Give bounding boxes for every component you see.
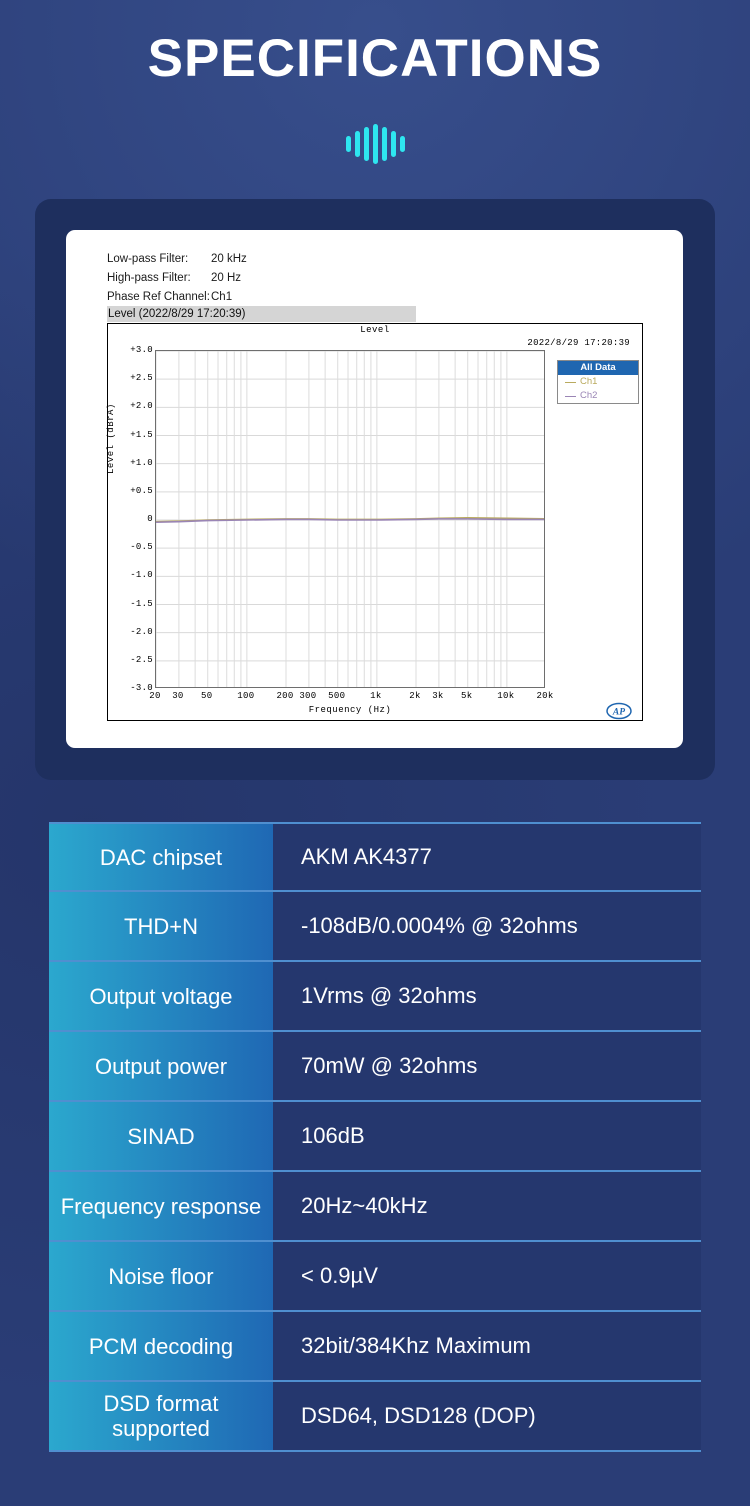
measurement-chart-card: Low-pass Filter: 20 kHz High-pass Filter: 2… <box>35 199 715 780</box>
meta-label: Low-pass Filter: <box>107 253 189 265</box>
spec-key: THD+N <box>49 892 273 960</box>
spec-row: DAC chipset AKM AK4377 <box>49 822 701 892</box>
audio-waveform-icon <box>0 123 750 165</box>
measurement-chart-panel: Low-pass Filter: 20 kHz High-pass Filter: 2… <box>66 230 683 748</box>
spec-key: SINAD <box>49 1102 273 1170</box>
legend-swatch-icon <box>565 395 576 397</box>
legend-label: Ch2 <box>580 390 598 401</box>
y-tick-label: 0 <box>147 514 153 524</box>
x-tick-label: 20k <box>536 691 554 701</box>
x-tick-label: 500 <box>328 691 346 701</box>
meta-value: Ch1 <box>211 291 233 303</box>
graph-title: Level <box>360 325 390 335</box>
spec-row: SINAD 106dB <box>49 1102 701 1172</box>
chart-legend: All Data Ch1 Ch2 <box>557 360 639 404</box>
spec-value: -108dB/0.0004% @ 32ohms <box>273 892 701 960</box>
spec-value: < 0.9µV <box>273 1242 701 1310</box>
spec-value: 1Vrms @ 32ohms <box>273 962 701 1030</box>
spec-value: AKM AK4377 <box>273 824 701 890</box>
graph-timestamp: 2022/8/29 17:20:39 <box>527 338 630 348</box>
x-axis-label: Frequency (Hz) <box>308 705 392 715</box>
waveform-bar-6 <box>399 136 405 152</box>
y-tick-label: +2.5 <box>130 373 153 384</box>
measurement-meta-list: Low-pass Filter: 20 kHz High-pass Filter: 2… <box>107 250 407 307</box>
meta-row: Low-pass Filter: 20 kHz <box>107 250 407 269</box>
x-tick-label: 100 <box>237 691 255 701</box>
meta-value: 20 Hz <box>211 272 242 284</box>
y-tick-label: +1.5 <box>130 429 153 440</box>
x-tick-label: 300 <box>299 691 317 701</box>
y-tick-label: +2.0 <box>130 401 153 412</box>
spec-row: Output voltage 1Vrms @ 32ohms <box>49 962 701 1032</box>
x-tick-label: 50 <box>201 691 213 701</box>
svg-text:AP: AP <box>612 708 625 718</box>
y-tick-label: -1.0 <box>130 570 153 581</box>
y-tick-label: +0.5 <box>130 485 153 496</box>
spec-key: DAC chipset <box>49 824 273 890</box>
meta-value: 20 kHz <box>211 253 247 265</box>
x-tick-label: 200 <box>276 691 294 701</box>
x-tick-label: 5k <box>461 691 473 701</box>
spec-key: Output voltage <box>49 962 273 1030</box>
series-line-ch2 <box>156 518 544 524</box>
spec-row: Output power 70mW @ 32ohms <box>49 1032 701 1102</box>
spec-key: Frequency response <box>49 1172 273 1240</box>
spec-row: PCM decoding 32bit/384Khz Maximum <box>49 1312 701 1382</box>
meta-label: Phase Ref Channel: <box>107 291 210 303</box>
x-tick-label: 10k <box>497 691 515 701</box>
waveform-bar-2 <box>363 127 369 161</box>
spec-value: 20Hz~40kHz <box>273 1172 701 1240</box>
meta-row: Phase Ref Channel: Ch1 <box>107 288 407 307</box>
specifications-table: DAC chipset AKM AK4377 THD+N -108dB/0.0004%… <box>49 822 701 1452</box>
spec-row: Noise floor < 0.9µV <box>49 1242 701 1312</box>
spec-value: 106dB <box>273 1102 701 1170</box>
y-tick-label: -2.5 <box>130 654 153 665</box>
spec-row: THD+N -108dB/0.0004% @ 32ohms <box>49 892 701 962</box>
x-axis-ticks: 20 30 50 100 200 300 500 1k 2k 3k 5k 10k 20k <box>149 691 553 703</box>
legend-item-ch2[interactable]: Ch2 <box>558 389 638 403</box>
spec-row: DSD format supported DSD64, DSD128 (DOP) <box>49 1382 701 1452</box>
page-title: SPECIFICATIONS <box>147 29 603 88</box>
x-tick-label: 3k <box>432 691 444 701</box>
plot-svg <box>156 351 544 687</box>
spec-key: Noise floor <box>49 1242 273 1310</box>
waveform-bar-4 <box>381 127 387 161</box>
ap-audio-precision-logo: AP <box>606 702 632 720</box>
waveform-bar-5 <box>390 131 396 157</box>
spec-row: Frequency response 20Hz~40kHz <box>49 1172 701 1242</box>
legend-swatch-icon <box>565 381 576 383</box>
legend-title: All Data <box>558 361 638 375</box>
waveform-bar-0 <box>345 136 351 152</box>
waveform-bar-3 <box>372 124 378 164</box>
legend-label: Ch1 <box>580 376 598 387</box>
x-tick-label: 30 <box>172 691 184 701</box>
level-band-label: Level (2022/8/29 17:20:39) <box>107 306 416 322</box>
waveform-bar-1 <box>354 131 360 157</box>
y-tick-label: -2.0 <box>130 626 153 637</box>
frequency-response-graph: Level 2022/8/29 17:20:39 Level (dBrA) +3… <box>106 323 643 721</box>
spec-value: 32bit/384Khz Maximum <box>273 1312 701 1380</box>
x-tick-label: 20 <box>149 691 161 701</box>
y-tick-label: +1.0 <box>130 457 153 468</box>
spec-key: Output power <box>49 1032 273 1100</box>
y-tick-label: -0.5 <box>130 542 153 553</box>
legend-item-ch1[interactable]: Ch1 <box>558 375 638 389</box>
meta-row: High-pass Filter: 20 Hz <box>107 269 407 288</box>
spec-key: PCM decoding <box>49 1312 273 1380</box>
spec-key: DSD format supported <box>49 1382 273 1450</box>
spec-value: 70mW @ 32ohms <box>273 1032 701 1100</box>
plot-area <box>155 350 545 688</box>
y-tick-label: -1.5 <box>130 598 153 609</box>
x-tick-label: 2k <box>409 691 421 701</box>
meta-label: High-pass Filter: <box>107 272 191 284</box>
y-tick-label: +3.0 <box>130 345 153 355</box>
x-tick-label: 1k <box>370 691 382 701</box>
y-axis-ticks: +3.0 +2.5 +2.0 +1.5 +1.0 +0.5 0 -0.5 -1.0 -1.5 -2.… <box>108 345 153 693</box>
series-lines <box>156 516 544 524</box>
spec-value: DSD64, DSD128 (DOP) <box>273 1382 701 1450</box>
y-tick-label: -3.0 <box>130 683 153 693</box>
